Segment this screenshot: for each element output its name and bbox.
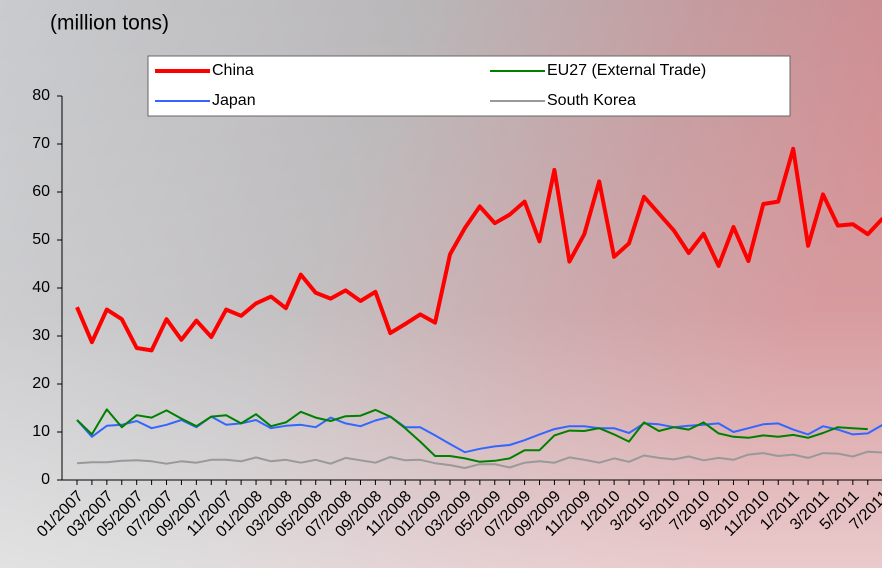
legend-box (147, 55, 791, 117)
legend-label: China (212, 62, 254, 79)
y-tick-label: 0 (41, 471, 50, 488)
unit-label: (million tons) (50, 12, 169, 35)
legend-label: EU27 (External Trade) (547, 62, 706, 79)
legend-label: South Korea (547, 92, 636, 109)
y-tick-label: 30 (32, 327, 50, 344)
y-tick-label: 10 (32, 423, 50, 440)
y-tick-label: 80 (32, 87, 50, 104)
y-tick-label: 70 (32, 135, 50, 152)
legend-label: Japan (212, 92, 256, 109)
series-line (76, 450, 882, 469)
y-tick-label: 20 (32, 375, 50, 392)
series-line (75, 146, 882, 353)
y-tick-label: 60 (32, 183, 50, 200)
series-line (76, 408, 868, 463)
y-tick-label: 50 (32, 231, 50, 248)
y-tick-label: 40 (32, 279, 50, 296)
